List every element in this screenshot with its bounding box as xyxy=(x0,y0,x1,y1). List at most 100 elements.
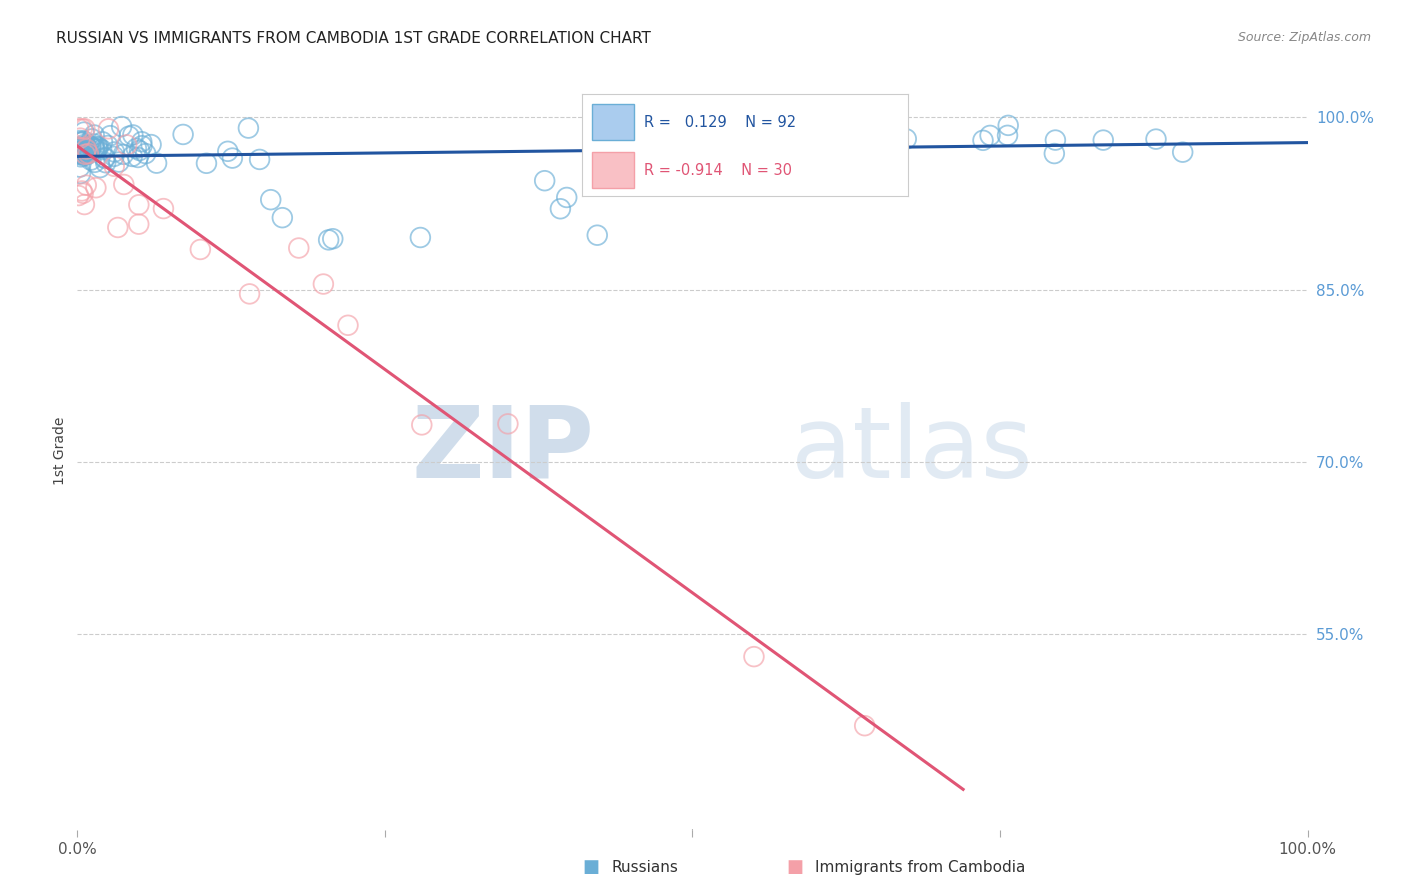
Point xyxy=(128,198,150,212)
Point xyxy=(73,143,96,157)
Point xyxy=(67,142,90,156)
Point xyxy=(77,143,100,157)
Point xyxy=(69,167,91,181)
Point xyxy=(1171,145,1194,160)
Point xyxy=(98,128,121,143)
Point xyxy=(711,131,734,145)
Point xyxy=(411,417,433,432)
Point xyxy=(139,137,162,152)
Point xyxy=(1045,133,1067,147)
Point xyxy=(69,146,91,161)
Point xyxy=(128,217,150,231)
Point xyxy=(67,141,90,155)
Point xyxy=(67,142,90,156)
Text: ZIP: ZIP xyxy=(411,402,595,499)
Point xyxy=(69,160,91,174)
Point xyxy=(80,139,103,153)
Point xyxy=(94,152,117,166)
Point xyxy=(318,233,340,247)
Point xyxy=(70,184,93,198)
Point xyxy=(896,132,918,146)
Text: atlas: atlas xyxy=(792,402,1032,499)
Point xyxy=(103,145,125,159)
Point xyxy=(67,121,90,136)
Point xyxy=(83,141,105,155)
Point xyxy=(1092,133,1115,147)
Point xyxy=(86,141,108,155)
Point xyxy=(91,135,114,149)
Point xyxy=(90,143,112,157)
Point xyxy=(115,137,138,152)
Point xyxy=(1043,146,1066,161)
Point xyxy=(75,145,97,160)
Point xyxy=(83,155,105,169)
Point xyxy=(188,243,212,257)
Point xyxy=(69,135,91,149)
Point xyxy=(67,145,90,159)
Point xyxy=(135,146,157,161)
Text: ■: ■ xyxy=(786,858,803,876)
Point xyxy=(75,142,97,156)
Point xyxy=(555,190,578,204)
Text: RUSSIAN VS IMMIGRANTS FROM CAMBODIA 1ST GRADE CORRELATION CHART: RUSSIAN VS IMMIGRANTS FROM CAMBODIA 1ST … xyxy=(56,31,651,46)
Point xyxy=(239,286,262,301)
Point xyxy=(131,138,153,153)
Text: ■: ■ xyxy=(582,858,599,876)
Point xyxy=(112,147,135,161)
Point xyxy=(75,139,97,153)
Point xyxy=(80,153,103,168)
Point xyxy=(409,230,432,244)
Point xyxy=(249,153,271,167)
Point xyxy=(70,147,93,161)
Point xyxy=(103,159,125,173)
Point xyxy=(67,188,90,202)
Point xyxy=(97,138,120,153)
Point xyxy=(70,147,93,161)
Point xyxy=(533,174,555,188)
Point xyxy=(271,211,294,225)
Point xyxy=(122,128,145,142)
Point xyxy=(70,139,93,153)
Point xyxy=(152,202,174,216)
Point xyxy=(997,119,1019,133)
Point xyxy=(79,140,101,154)
Point xyxy=(288,241,311,255)
Point xyxy=(94,151,117,165)
Point xyxy=(73,149,96,163)
Point xyxy=(73,197,96,211)
Point xyxy=(80,132,103,146)
Point xyxy=(67,145,90,160)
Point xyxy=(75,178,97,193)
Point xyxy=(70,150,93,164)
Point xyxy=(221,151,243,165)
Text: Immigrants from Cambodia: Immigrants from Cambodia xyxy=(815,860,1026,874)
Point xyxy=(77,146,100,161)
Point xyxy=(496,417,519,431)
Point xyxy=(67,145,90,159)
Point xyxy=(238,121,260,136)
Point xyxy=(127,151,149,165)
Point xyxy=(84,180,107,194)
Point xyxy=(195,156,218,170)
Point xyxy=(69,131,91,145)
Point xyxy=(73,121,96,136)
Point xyxy=(72,186,94,201)
Text: Russians: Russians xyxy=(612,860,679,874)
Point xyxy=(79,143,101,157)
Point xyxy=(83,141,105,155)
Point xyxy=(107,220,129,235)
Point xyxy=(879,133,901,147)
Point xyxy=(73,137,96,152)
Y-axis label: 1st Grade: 1st Grade xyxy=(53,417,67,484)
Point xyxy=(83,128,105,142)
Point xyxy=(125,141,148,155)
Point xyxy=(742,649,765,664)
Text: Source: ZipAtlas.com: Source: ZipAtlas.com xyxy=(1237,31,1371,45)
Point xyxy=(76,147,98,161)
Point xyxy=(83,136,105,151)
Point xyxy=(77,146,100,161)
Point xyxy=(70,121,93,136)
Point xyxy=(111,120,134,134)
Point xyxy=(118,129,141,144)
Point xyxy=(217,145,239,159)
